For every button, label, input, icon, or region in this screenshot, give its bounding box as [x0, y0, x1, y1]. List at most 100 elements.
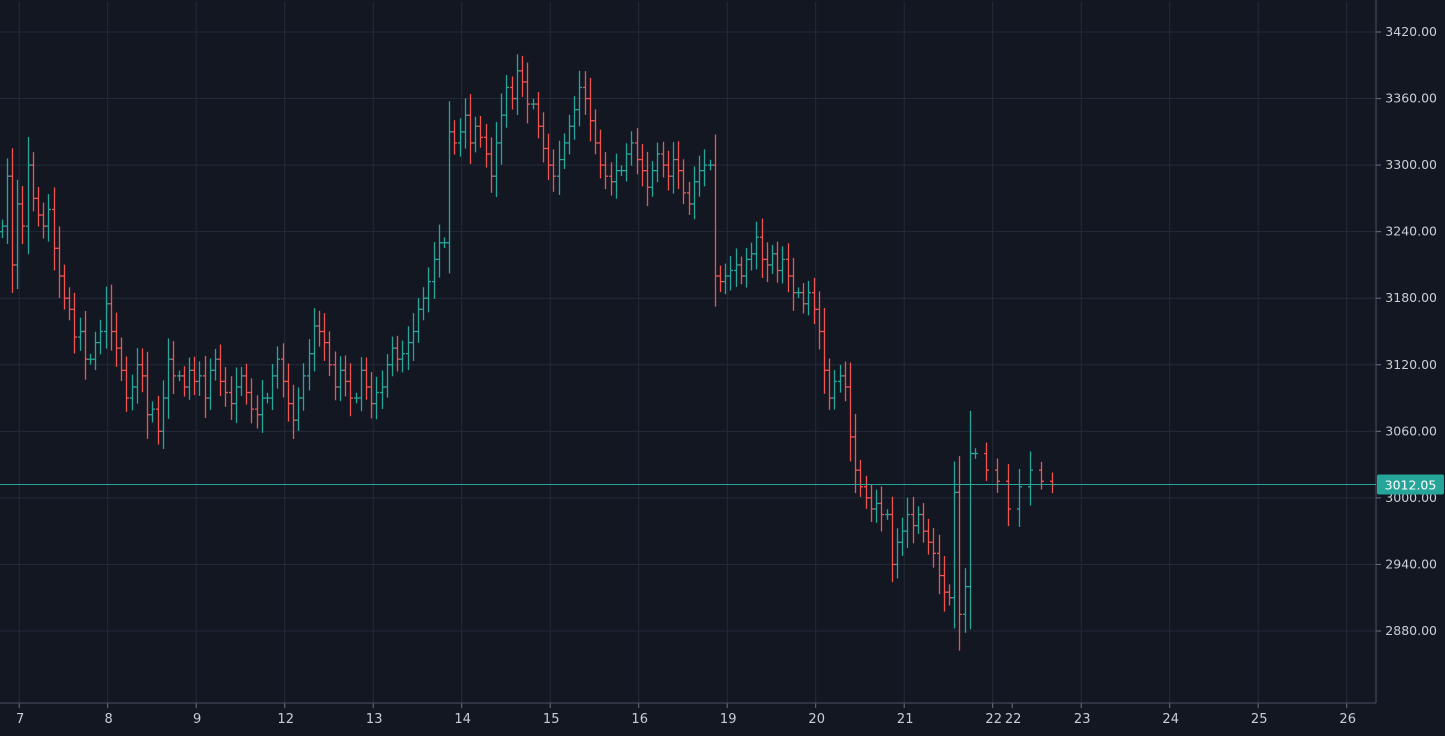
ohlc-bar [666, 150, 671, 191]
ohlc-bar [26, 136, 31, 255]
ohlc-bar [728, 256, 733, 291]
y-tick-label: 3240.00 [1385, 224, 1437, 239]
ohlc-bar [359, 357, 364, 412]
ohlc-bar [432, 242, 437, 299]
ohlc-bar [317, 310, 322, 347]
ohlc-bar [406, 326, 411, 370]
ohlc-bar [478, 115, 483, 148]
ohlc-bar [931, 527, 936, 568]
ohlc-bar [177, 370, 182, 382]
ohlc-bar [874, 489, 879, 523]
ohlc-bar [88, 353, 93, 365]
ohlc-bar [885, 509, 890, 520]
ohlc-bar [421, 287, 426, 321]
ohlc-bar [791, 257, 796, 311]
ohlc-bar [83, 311, 88, 380]
ohlc-bar [551, 149, 556, 192]
ohlc-bar [968, 410, 973, 630]
ohlc-bar [301, 363, 306, 411]
ohlc-bar [812, 277, 817, 325]
ohlc-bar [411, 313, 416, 361]
ohlc-bar [458, 118, 463, 157]
ohlc-bar [20, 185, 25, 245]
ohlc-bar [249, 378, 254, 424]
ohlc-bar [426, 267, 431, 313]
ohlc-bar [78, 317, 83, 351]
ohlc-bar [806, 281, 811, 316]
ohlc-bar [156, 395, 161, 445]
ohlc-bar [702, 149, 707, 187]
ohlc-bar [640, 143, 645, 187]
ohlc-bar [963, 568, 968, 633]
ohlc-bar [504, 74, 509, 128]
last-price-marker: 3012.05 [0, 474, 1444, 495]
ohlc-bar [213, 348, 218, 381]
ohlc-bar [374, 376, 379, 420]
ohlc-bar [780, 246, 785, 284]
ohlc-bar [671, 142, 676, 194]
ohlc-bar [905, 497, 910, 548]
ohlc-bar [995, 458, 1000, 493]
ohlc-bar [286, 363, 291, 422]
ohlc-bar [197, 361, 202, 396]
ohlc-bar [911, 496, 916, 544]
ohlc-bar [390, 336, 395, 377]
ohlc-bar [567, 114, 572, 155]
ohlc-bar [786, 243, 791, 293]
ohlc-bar [218, 344, 223, 397]
ohlc-bar [52, 187, 57, 271]
ohlc-bar [843, 361, 848, 402]
ohlc-bar [801, 283, 806, 314]
x-tick-label: 19 [720, 712, 737, 727]
ohlc-bar [848, 362, 853, 462]
x-tick-label: 16 [631, 712, 648, 727]
ohlc-bar [531, 98, 536, 110]
ohlc-bar [520, 55, 525, 97]
ohlc-bar [62, 264, 67, 310]
ohlc-bar [869, 484, 874, 522]
ohlc-bar [744, 247, 749, 288]
x-tick-label: 12 [277, 712, 294, 727]
x-tick-label: 14 [454, 712, 471, 727]
ohlc-bar [109, 284, 114, 351]
ohlc-bar [452, 120, 457, 155]
ohlc-bar [775, 241, 780, 283]
ohlc-bar [900, 517, 905, 556]
ohlc-bar [203, 355, 208, 419]
ohlc-bar [343, 355, 348, 397]
ohlc-bar [93, 331, 98, 371]
ohlc-bar [583, 71, 588, 115]
ohlc-bar [916, 506, 921, 534]
ohlc-bar [36, 186, 41, 227]
ohlc-bar [208, 358, 213, 410]
ohlc-bar [1006, 464, 1011, 527]
ohlc-bar [255, 395, 260, 429]
ohlc-bar [760, 218, 765, 279]
ohlc-bar [499, 93, 504, 165]
ohlc-bar [291, 384, 296, 440]
x-tick-label: 15 [543, 712, 560, 727]
x-tick-label: 26 [1339, 712, 1356, 727]
y-tick-label: 2880.00 [1385, 623, 1437, 638]
ohlc-bar [15, 179, 20, 290]
y-tick-label: 2940.00 [1385, 556, 1437, 571]
ohlc-bar [697, 155, 702, 197]
x-tick-label: 13 [366, 712, 383, 727]
ohlc-bar [354, 392, 359, 404]
ohlc-bar [577, 70, 582, 127]
y-tick-label: 3060.00 [1385, 423, 1437, 438]
ohlc-bar [489, 137, 494, 193]
ohlc-bar [572, 96, 577, 140]
y-tick-label: 3180.00 [1385, 290, 1437, 305]
ohlc-bar [385, 354, 390, 398]
ohlc-bar [562, 133, 567, 170]
ohlc-bar [926, 518, 931, 555]
ohlc-bar [395, 335, 400, 372]
ohlc-bar [135, 348, 140, 404]
y-tick-label: 3300.00 [1385, 157, 1437, 172]
x-tick-label: 21 [897, 712, 914, 727]
